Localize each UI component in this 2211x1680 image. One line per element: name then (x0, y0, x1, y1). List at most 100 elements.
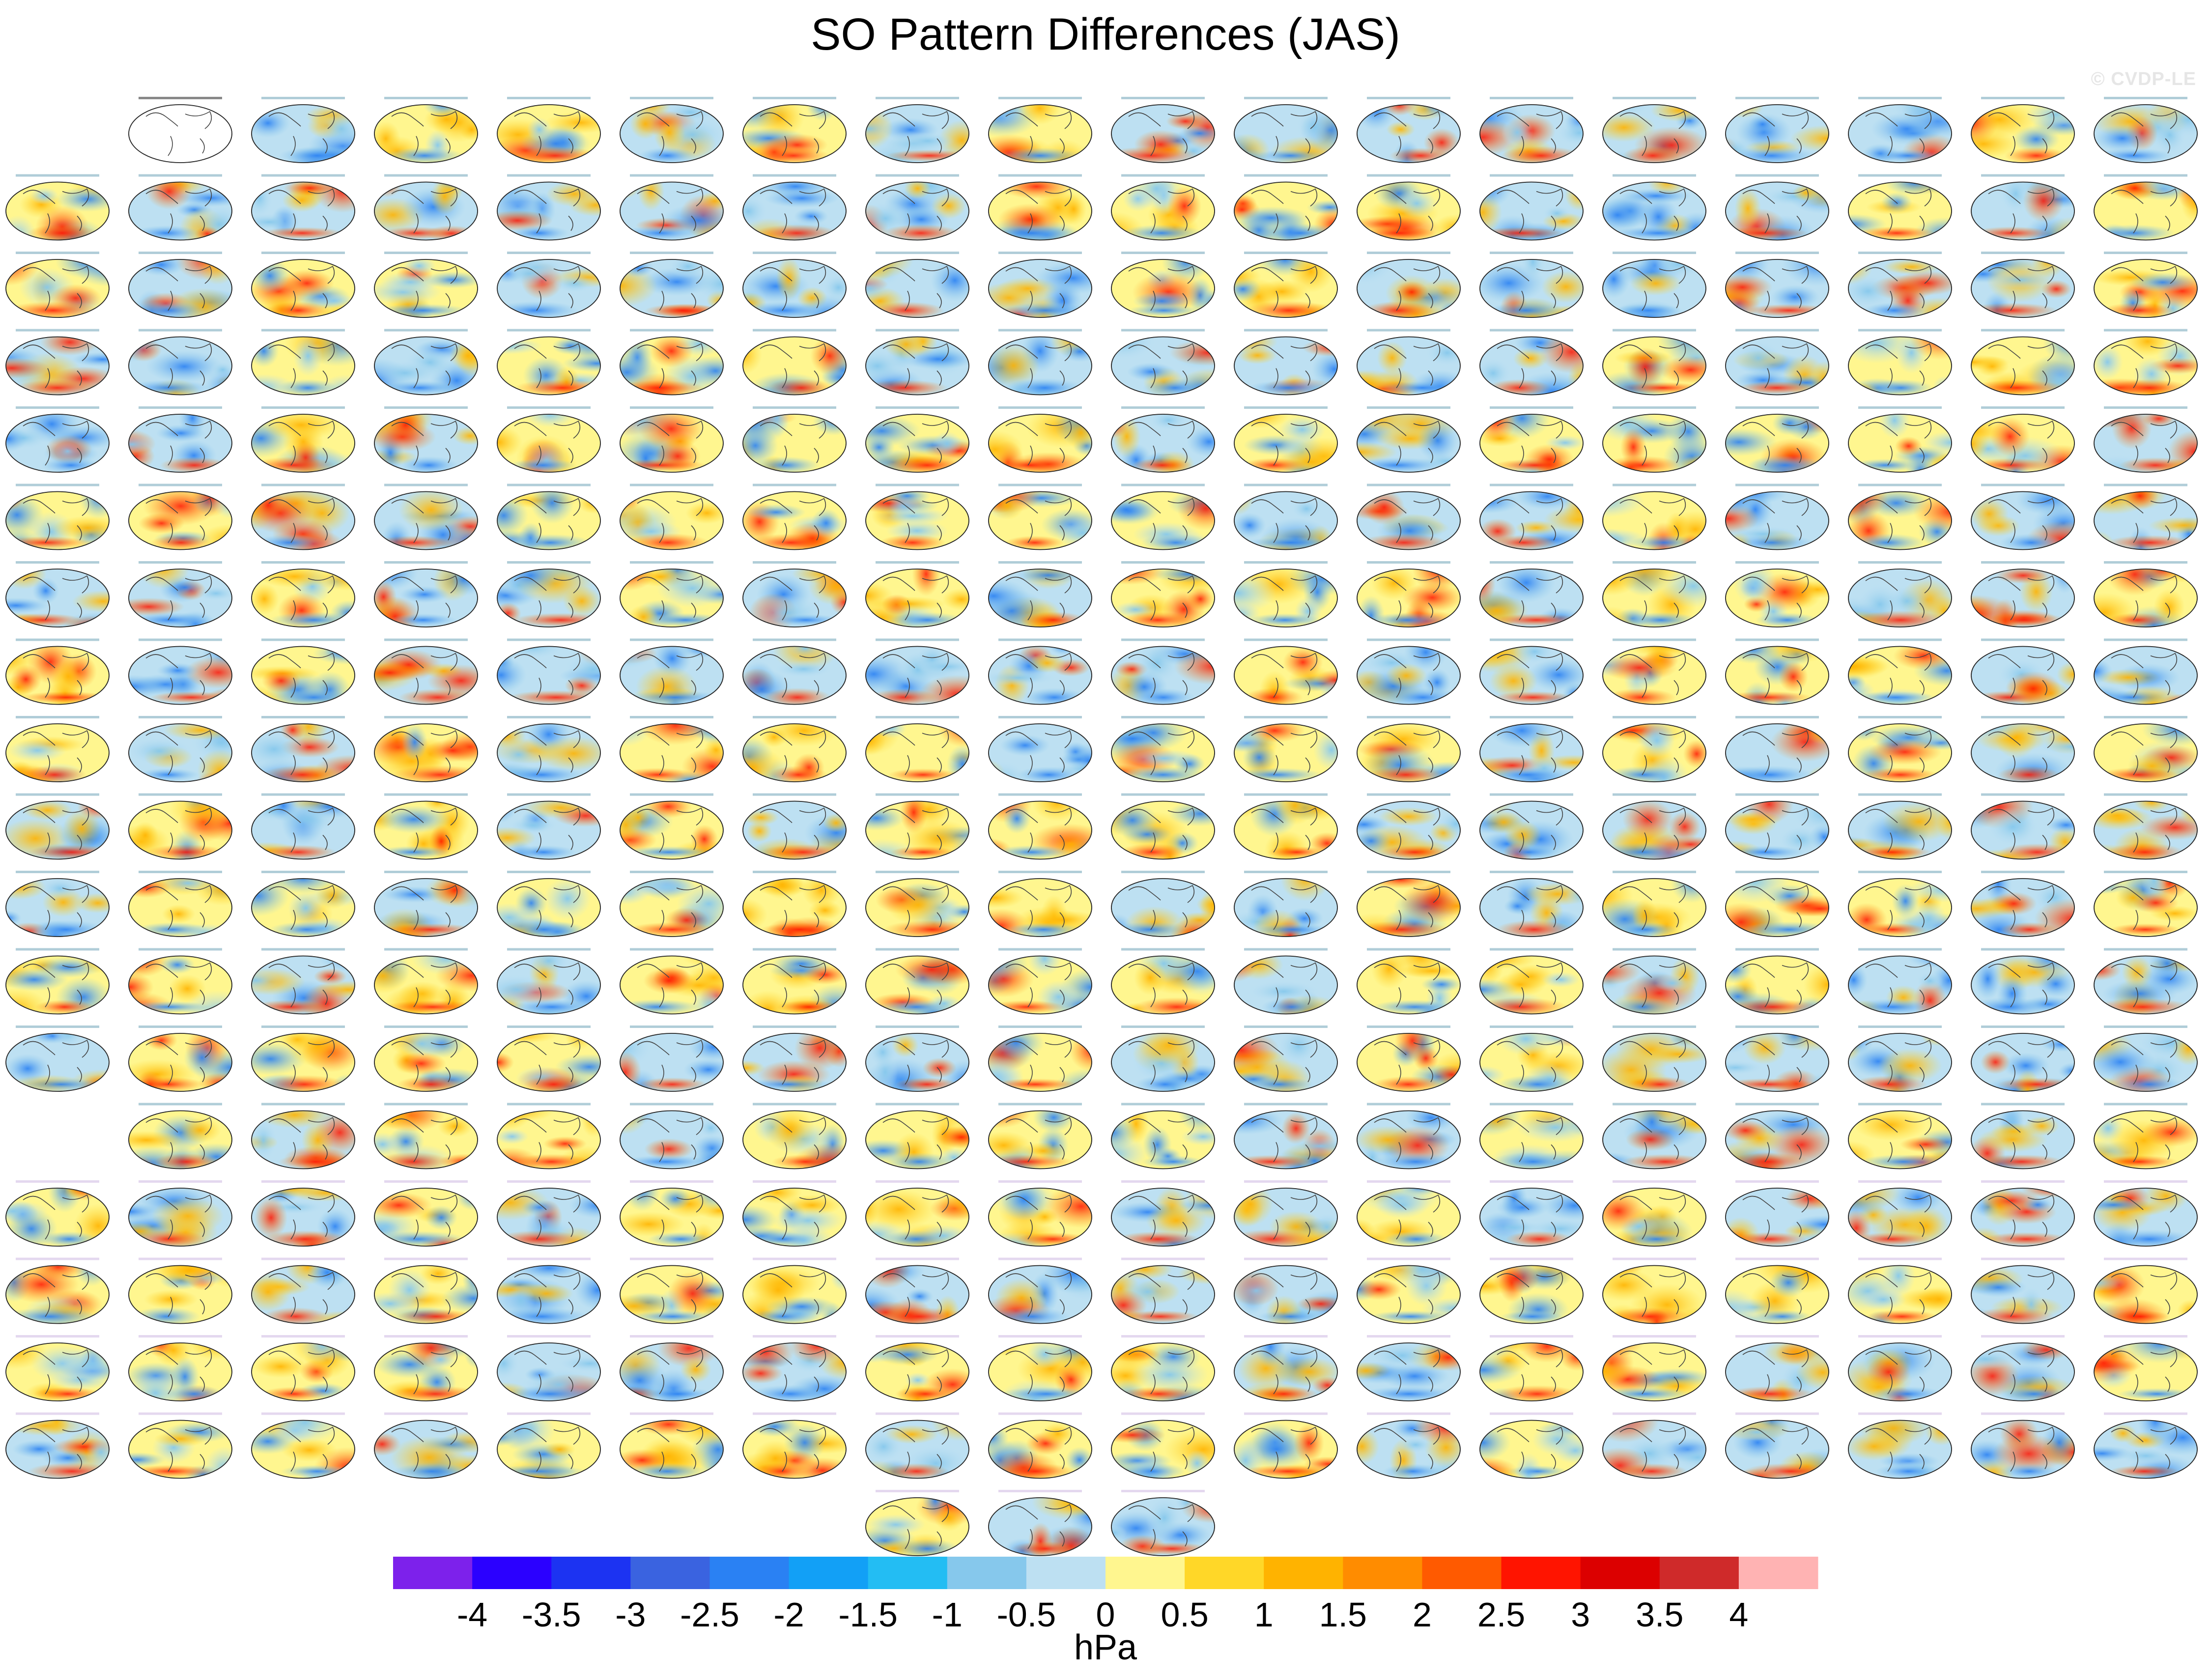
panel-outline (497, 259, 601, 318)
coastline (1865, 111, 1932, 156)
panel-caption (507, 97, 591, 99)
colorbar-box (551, 1557, 631, 1589)
colorbar-box (789, 1557, 869, 1589)
panel-caption (1244, 174, 1328, 177)
colorbar-box (1501, 1557, 1581, 1589)
coastline (514, 188, 581, 233)
panel-outline (1725, 181, 1829, 241)
panel-outline (620, 104, 724, 163)
panel-caption (998, 174, 1082, 177)
coastline (514, 111, 581, 156)
colorbar-box (393, 1557, 473, 1589)
colorbar-unit-label: hPa (1074, 1628, 1137, 1667)
panel-caption (1121, 97, 1205, 99)
panel-outline (374, 181, 478, 241)
panel-outline (128, 104, 232, 163)
panel-outline (988, 104, 1092, 163)
coastline (1865, 188, 1932, 233)
colorbar-box (1106, 1557, 1185, 1589)
panel-caption (1490, 174, 1573, 177)
panel-outline (1357, 181, 1461, 241)
panel-field (497, 259, 600, 317)
panel-outline (1602, 181, 1706, 241)
panel-caption (1367, 97, 1450, 99)
panel-outline (1725, 104, 1829, 163)
coastline (391, 188, 458, 233)
panel-outline (251, 104, 355, 163)
coastline (1988, 111, 2055, 156)
panel-caption (16, 252, 99, 254)
colorbar-box (1185, 1557, 1264, 1589)
coastline (145, 265, 212, 311)
panel-caption (1981, 174, 2065, 177)
panel-outline (128, 181, 232, 241)
panel-field (620, 182, 723, 240)
panel-caption (998, 97, 1082, 99)
map-panel (988, 252, 1092, 318)
colorbar-box (1580, 1557, 1660, 1589)
coastline (637, 188, 704, 233)
panel-caption (1735, 174, 1819, 177)
panel-field (1603, 182, 1706, 240)
map-panel (1234, 174, 1338, 241)
coastline (1251, 111, 1318, 156)
panel-caption (2104, 174, 2187, 177)
panel-caption (139, 252, 222, 254)
coastline (1619, 188, 1686, 233)
coastline (514, 265, 581, 311)
map-panel (1357, 174, 1461, 241)
coastline (145, 188, 212, 233)
panel-outline (1479, 104, 1584, 163)
panel-outline (865, 104, 969, 163)
coastline (145, 111, 212, 156)
panel-caption (1735, 97, 1819, 99)
map-panel (1111, 97, 1215, 163)
panel-outline (497, 104, 601, 163)
coastline (637, 265, 704, 311)
panel-field (630, 105, 723, 163)
panel-caption (753, 252, 836, 254)
map-panel (620, 97, 724, 163)
panel-outline (1111, 181, 1215, 241)
panel-caption (630, 252, 713, 254)
panel-caption (1613, 97, 1696, 99)
panel-field (1357, 182, 1460, 240)
coastline (1374, 111, 1441, 156)
watermark: © CVDP-LE (2091, 69, 2196, 89)
map-panel (1602, 97, 1706, 163)
panel-outline (374, 259, 478, 318)
coastline (637, 111, 704, 156)
coastline (23, 265, 89, 311)
panel-caption (1367, 174, 1450, 177)
panel-outline (742, 104, 847, 163)
panel-outline (497, 181, 601, 241)
coastline (1128, 188, 1195, 233)
panel-outline (5, 259, 110, 318)
panel-outline (2094, 181, 2198, 241)
map-panel (988, 97, 1092, 163)
panel-caption (753, 174, 836, 177)
coastline (1619, 111, 1686, 156)
colorbar-box (1264, 1557, 1343, 1589)
panel-caption (876, 252, 959, 254)
panel-outline (128, 259, 232, 318)
panel-caption (384, 174, 468, 177)
panel-outline (1971, 104, 2075, 163)
colorbar-box (947, 1557, 1027, 1589)
panel-outline (1971, 181, 2075, 241)
panel-outline (620, 181, 724, 241)
coastline (882, 111, 949, 156)
panel-outline (865, 259, 969, 318)
coastline (1742, 111, 1809, 156)
panel-outline (742, 181, 847, 241)
coastline (2111, 111, 2178, 156)
coastline (268, 188, 335, 233)
coastline (391, 111, 458, 156)
colorbar-box (1659, 1557, 1739, 1589)
panel-caption (1244, 252, 1328, 254)
map-panel (1234, 252, 1338, 318)
coastline (760, 188, 826, 233)
panel-caption (507, 174, 591, 177)
coastline (1005, 111, 1072, 156)
coastline (1251, 188, 1318, 233)
